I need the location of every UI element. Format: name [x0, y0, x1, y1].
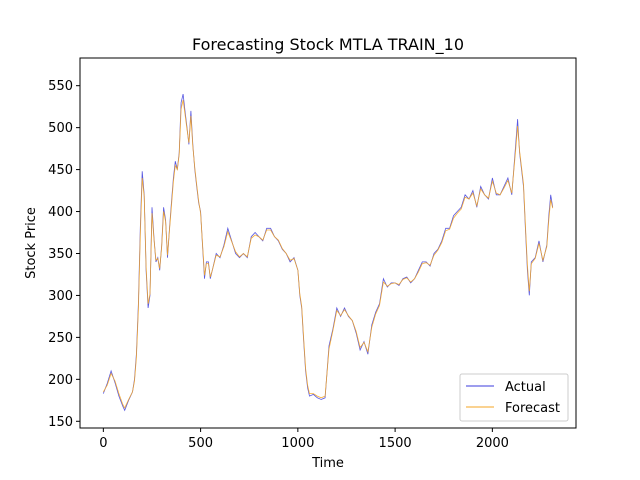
y-axis-label: Stock Price [24, 207, 39, 279]
x-tick-label: 1000 [281, 436, 314, 451]
y-axis: 150 200 250 300 350 400 450 500 550 [48, 79, 80, 430]
legend-label-actual: Actual [505, 380, 546, 395]
chart-title: Forecasting Stock MTLA TRAIN_10 [192, 35, 464, 55]
y-tick-label: 250 [48, 331, 73, 346]
x-tick-label: 2000 [476, 436, 509, 451]
series-line-forecast [102, 99, 554, 409]
y-tick-label: 350 [48, 247, 73, 262]
y-tick-label: 400 [48, 205, 73, 220]
x-axis-label: Time [311, 456, 344, 471]
y-tick-label: 150 [48, 415, 73, 430]
y-tick-label: 550 [48, 79, 73, 94]
y-tick-label: 450 [48, 163, 73, 178]
x-tick-label: 0 [99, 436, 107, 451]
x-axis: 0 500 1000 1500 2000 [99, 428, 509, 451]
y-tick-label: 200 [48, 373, 73, 388]
y-tick-label: 300 [48, 289, 73, 304]
legend-label-forecast: Forecast [505, 401, 560, 416]
plot-frame [79, 57, 577, 429]
x-tick-label: 1500 [379, 436, 412, 451]
y-tick-label: 500 [48, 121, 73, 136]
legend: Actual Forecast [459, 373, 569, 422]
plot-area [102, 94, 554, 412]
x-tick-label: 500 [188, 436, 213, 451]
